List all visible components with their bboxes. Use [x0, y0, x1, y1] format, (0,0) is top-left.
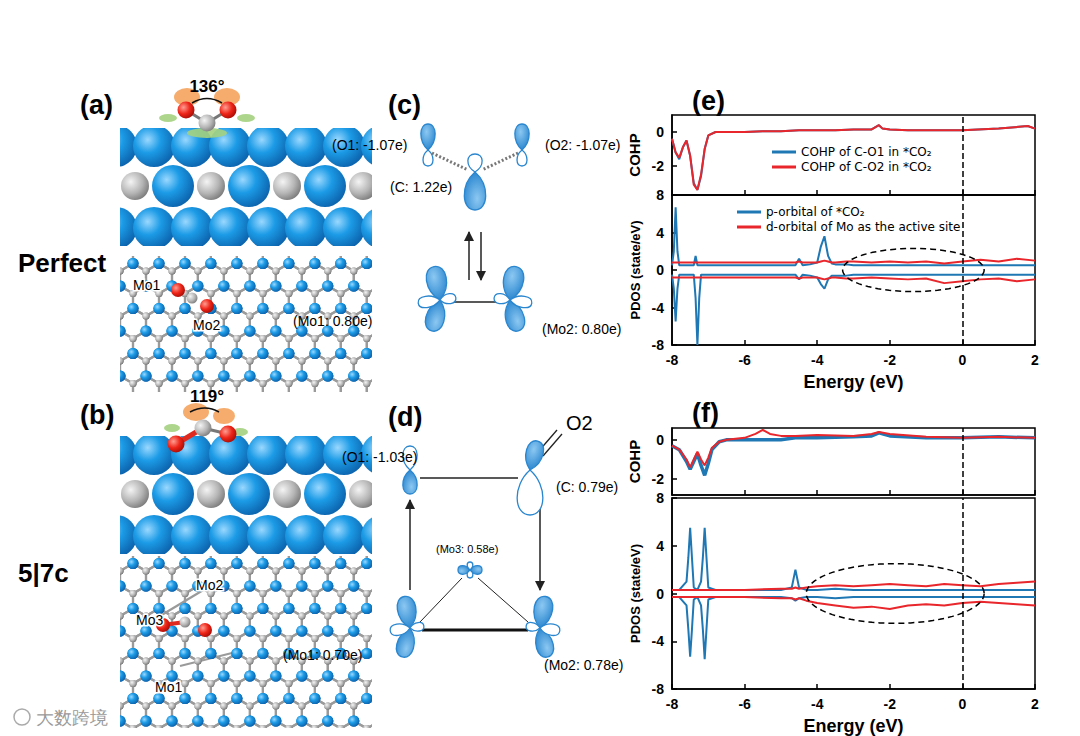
svg-text:2: 2	[1031, 696, 1039, 712]
svg-text:-6: -6	[738, 352, 751, 368]
svg-text:(Mo1: 0.70e): (Mo1: 0.70e)	[283, 647, 362, 663]
svg-text:(O1: -1.07e): (O1: -1.07e)	[332, 137, 407, 153]
svg-text:Energy (eV): Energy (eV)	[803, 372, 903, 392]
svg-text:PDOS (state/eV): PDOS (state/eV)	[628, 221, 643, 320]
svg-text:-2: -2	[884, 352, 897, 368]
svg-text:-2: -2	[652, 471, 665, 487]
svg-text:0: 0	[656, 262, 664, 278]
svg-text:PDOS (state/eV): PDOS (state/eV)	[628, 544, 643, 643]
svg-text:136°: 136°	[189, 77, 224, 96]
svg-text:8: 8	[656, 490, 664, 506]
svg-text:4: 4	[656, 225, 664, 241]
svg-text:Mo2: Mo2	[196, 577, 223, 593]
svg-text:-2: -2	[652, 158, 665, 174]
svg-text:Energy (eV): Energy (eV)	[803, 716, 903, 736]
svg-text:(c): (c)	[388, 90, 421, 120]
svg-text:0: 0	[959, 696, 967, 712]
svg-text:(Mo1: 0.80e): (Mo1: 0.80e)	[293, 313, 372, 329]
svg-text:5|7c: 5|7c	[18, 558, 69, 588]
svg-text:d-orbital of Mo as the active: d-orbital of Mo as the active site	[766, 220, 960, 234]
svg-text:0: 0	[656, 586, 664, 602]
svg-text:Mo3: Mo3	[136, 612, 163, 628]
svg-text:(O1: -1.03e): (O1: -1.03e)	[342, 449, 417, 465]
svg-text:-6: -6	[738, 696, 751, 712]
svg-text:0: 0	[656, 124, 664, 140]
svg-text:0: 0	[959, 352, 967, 368]
svg-text:COHP: COHP	[626, 133, 643, 176]
svg-text:(Mo2: 0.78e): (Mo2: 0.78e)	[544, 657, 623, 673]
svg-text:0: 0	[656, 432, 664, 448]
svg-text:(C: 1.22e): (C: 1.22e)	[390, 179, 452, 195]
svg-text:Mo1: Mo1	[155, 679, 182, 695]
svg-text:-8: -8	[652, 681, 665, 697]
svg-text:-4: -4	[811, 352, 824, 368]
svg-text:-4: -4	[652, 633, 665, 649]
svg-text:COHP of C-O1 in *CO₂: COHP of C-O1 in *CO₂	[801, 145, 932, 159]
svg-text:-8: -8	[652, 337, 665, 353]
svg-text:(d): (d)	[388, 402, 422, 432]
svg-text:(a): (a)	[80, 90, 113, 120]
svg-text:-8: -8	[666, 352, 679, 368]
svg-text:大数跨境: 大数跨境	[36, 708, 108, 728]
svg-text:-4: -4	[811, 696, 824, 712]
svg-text:(b): (b)	[80, 400, 114, 430]
svg-text:(Mo2: 0.80e): (Mo2: 0.80e)	[542, 321, 621, 337]
svg-text:(e): (e)	[692, 86, 725, 116]
svg-text:4: 4	[656, 538, 664, 554]
svg-text:p-orbital of *CO₂: p-orbital of *CO₂	[766, 205, 865, 219]
svg-text:COHP: COHP	[626, 440, 643, 483]
svg-text:Mo2: Mo2	[193, 317, 220, 333]
svg-text:-2: -2	[884, 696, 897, 712]
svg-text:-4: -4	[652, 300, 665, 316]
svg-text:(f): (f)	[692, 398, 719, 428]
svg-text:(Mo3: 0.58e): (Mo3: 0.58e)	[436, 543, 498, 555]
svg-text:Mo1: Mo1	[133, 277, 160, 293]
svg-text:2: 2	[1031, 352, 1039, 368]
svg-text:Perfect: Perfect	[18, 248, 106, 278]
svg-text:(C: 0.79e): (C: 0.79e)	[556, 479, 618, 495]
svg-text:-8: -8	[666, 696, 679, 712]
svg-text:COHP of C-O2 in *CO₂: COHP of C-O2 in *CO₂	[801, 160, 932, 174]
svg-text:O2: O2	[566, 412, 593, 434]
svg-text:8: 8	[656, 187, 664, 203]
svg-text:119°: 119°	[190, 387, 224, 406]
svg-text:(O2: -1.07e): (O2: -1.07e)	[545, 137, 620, 153]
